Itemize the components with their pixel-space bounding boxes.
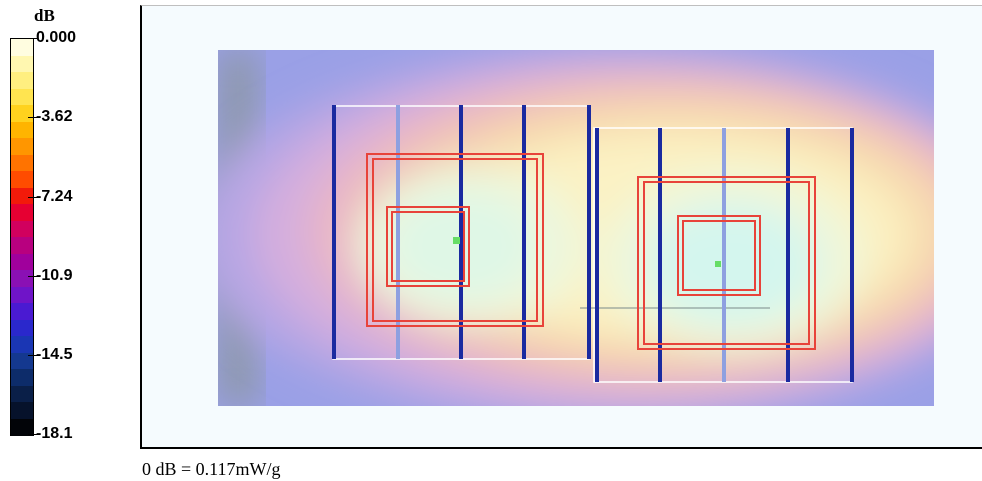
colorbar-segment [11, 253, 33, 271]
sar-field-plot [142, 6, 982, 447]
coil-loop [677, 215, 761, 296]
feed-point [453, 237, 460, 244]
colorbar-tick-label: 0.000 [36, 29, 77, 46]
colorbar-segment [11, 418, 33, 436]
coil-loop [637, 176, 816, 350]
colorbar-tick-mark [28, 434, 38, 435]
colorbar-segment [11, 88, 33, 106]
conductor-bar [332, 105, 336, 359]
conductor-bar [522, 105, 526, 359]
colorbar-segment [11, 72, 33, 89]
colorbar-segment [11, 369, 33, 386]
colorbar-segment [11, 204, 33, 221]
colorbar-tick-label: -3.62 [36, 108, 73, 125]
colorbar-segment [11, 352, 33, 370]
colorbar-tick-mark [28, 197, 38, 198]
colorbar-segment [11, 286, 33, 304]
colorbar-segment [11, 39, 33, 56]
conductor-bar [595, 128, 599, 382]
conductor-bar [850, 128, 854, 382]
conductor-bar [587, 105, 591, 359]
colorbar-segment [11, 402, 33, 419]
colorbar [10, 38, 34, 436]
coil-loop [682, 220, 756, 291]
colorbar-segment [11, 385, 33, 403]
colorbar-segment [11, 319, 33, 337]
colorbar-segment [11, 336, 33, 353]
reference-note: 0 dB = 0.117mW/g [142, 459, 281, 479]
coil-loop [366, 153, 544, 327]
colorbar-segment [11, 220, 33, 238]
colorbar-segment [11, 55, 33, 73]
colorbar-tick-mark [28, 38, 38, 39]
conductor-bar [396, 105, 400, 359]
coil-loop [372, 158, 538, 322]
colorbar-tick-label: -7.24 [36, 188, 73, 205]
plot-frame [140, 5, 982, 449]
colorbar-tick-mark [28, 276, 38, 277]
colorbar-tick-mark [28, 117, 38, 118]
colorbar-segment [11, 187, 33, 205]
conductor-bar [786, 128, 790, 382]
antenna-overlay [332, 105, 854, 383]
colorbar-segment [11, 303, 33, 320]
plot-baseline [140, 447, 982, 449]
colorbar-segment [11, 270, 33, 287]
colorbar-unit-label: dB [34, 6, 55, 25]
coil-loop [386, 206, 470, 287]
colorbar-segment [11, 138, 33, 155]
coil-loop [643, 181, 810, 345]
colorbar-tick-label: -10.9 [36, 267, 73, 284]
colorbar-tick-mark [28, 355, 38, 356]
coil-loop [391, 211, 465, 282]
colorbar-tick-label: -14.5 [36, 346, 73, 363]
colorbar-tick-label: -18.1 [36, 425, 73, 442]
conductor-bar [459, 105, 463, 359]
conductor-bar [722, 128, 726, 382]
colorbar-segment [11, 171, 33, 188]
conductor-bar [658, 128, 662, 382]
colorbar-segment [11, 237, 33, 254]
feed-point [715, 261, 721, 267]
colorbar-segment [11, 121, 33, 139]
colorbar-segment [11, 154, 33, 172]
colorbar-segment [11, 105, 33, 122]
